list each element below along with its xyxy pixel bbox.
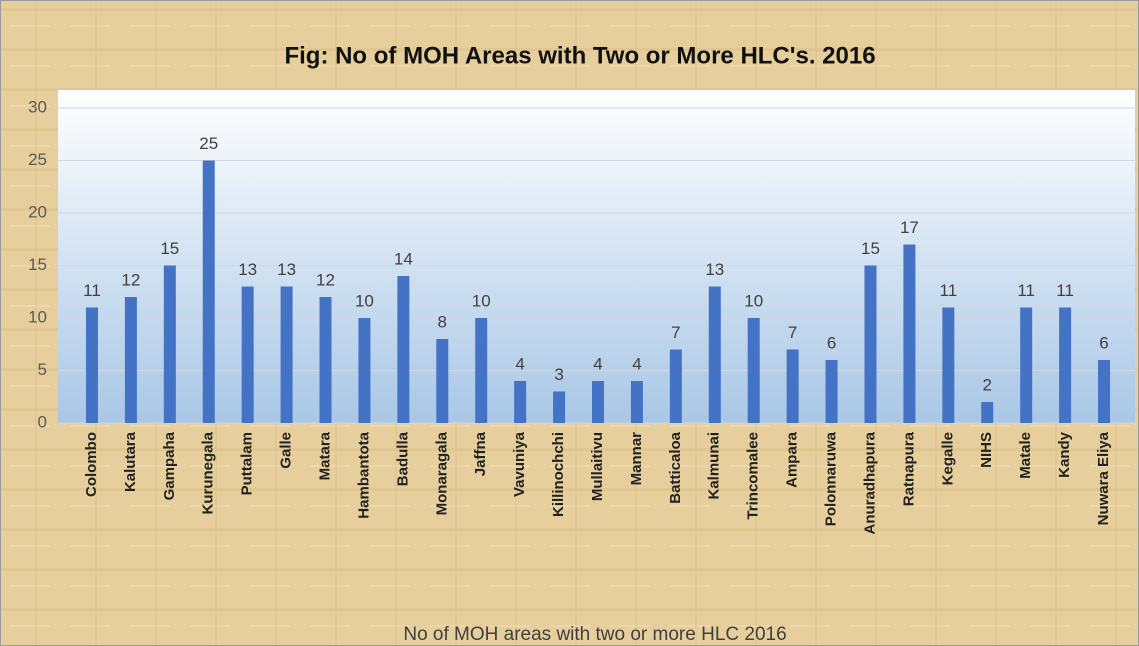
data-label: 11 (83, 281, 101, 300)
x-tick-label: Nuwara Eliya (1095, 431, 1112, 525)
x-tick-label: NIHS (978, 432, 995, 468)
data-label: 8 (438, 312, 447, 331)
y-tick-label: 15 (28, 255, 47, 274)
bar (786, 349, 799, 423)
x-tick-label: Kurunegala (200, 431, 217, 514)
data-label: 11 (940, 281, 958, 300)
x-tick-label: Mannar (628, 432, 645, 486)
data-label: 25 (199, 134, 218, 153)
x-tick-label: Jaffna (472, 431, 489, 476)
y-tick-label: 5 (38, 360, 47, 379)
x-axis-title: No of MOH areas with two or more HLC 201… (403, 624, 786, 645)
bar (942, 307, 955, 423)
data-label: 10 (472, 291, 491, 310)
bar (163, 265, 176, 423)
y-tick-label: 25 (28, 150, 47, 169)
x-tick-label: Ampara (784, 431, 801, 488)
x-tick-label: Hambantota (355, 431, 372, 518)
x-tick-label: Kalmunai (706, 432, 723, 500)
bar (475, 318, 488, 423)
x-tick-label: Gampaha (161, 431, 178, 500)
x-tick-label: Trincomalee (745, 432, 762, 520)
plot-area (58, 90, 1135, 423)
bar (864, 265, 877, 423)
bar (1020, 307, 1033, 423)
bar (85, 307, 98, 423)
x-tick-label: Mullaitivu (589, 432, 606, 501)
data-label: 7 (788, 323, 797, 342)
x-tick-label: Batticaloa (667, 431, 684, 503)
x-tick-label: Polonnaruwa (823, 431, 840, 526)
data-label: 11 (1017, 281, 1035, 300)
data-label: 13 (705, 260, 724, 279)
data-label: 12 (121, 270, 140, 289)
bar (319, 297, 332, 423)
y-tick-label: 0 (38, 412, 47, 431)
data-label: 15 (861, 239, 880, 258)
x-tick-label: Galle (278, 432, 295, 469)
data-label: 10 (355, 291, 374, 310)
x-tick-label: Vavuniya (511, 431, 528, 497)
bar (630, 381, 643, 423)
y-tick-label: 10 (28, 307, 47, 326)
bar (592, 381, 604, 423)
chart-title: Fig: No of MOH Areas with Two or More HL… (284, 42, 875, 69)
x-tick-label: Matara (316, 431, 333, 480)
bar (903, 244, 916, 423)
x-tick-label: Monaragala (433, 431, 450, 515)
x-tick-label: Badulla (394, 431, 411, 486)
data-label: 13 (238, 260, 257, 279)
bar (202, 160, 215, 423)
x-tick-label: Ratnapura (900, 431, 917, 506)
x-tick-label: Puttalam (239, 432, 256, 495)
x-tick-label: Killinochchi (550, 432, 567, 517)
bar (358, 318, 371, 423)
data-label: 11 (1056, 281, 1074, 300)
data-label: 15 (160, 239, 179, 258)
x-tick-label: Anuradhapura (861, 431, 878, 534)
bar (124, 297, 137, 423)
data-label: 4 (593, 354, 602, 373)
bar (241, 286, 254, 423)
data-label: 12 (316, 270, 335, 289)
bar (708, 286, 721, 423)
bar (280, 286, 293, 423)
bar (747, 318, 760, 423)
bar (825, 360, 838, 423)
data-label: 10 (744, 291, 763, 310)
x-tick-label: Colombo (83, 432, 100, 497)
x-tick-label: Kandy (1056, 431, 1073, 478)
bar (1059, 307, 1072, 423)
bar (1098, 360, 1111, 423)
x-tick-label: Matale (1017, 432, 1034, 479)
bar (397, 276, 410, 423)
data-label: 3 (554, 365, 563, 384)
bar (436, 339, 449, 423)
data-label: 7 (671, 323, 680, 342)
data-label: 4 (632, 354, 641, 373)
data-label: 2 (983, 375, 992, 394)
x-tick-label: Kegalle (939, 432, 956, 485)
bar (514, 381, 527, 423)
x-tick-label: Kalutara (122, 431, 139, 492)
bar (981, 402, 994, 423)
data-label: 13 (277, 260, 296, 279)
data-label: 14 (394, 249, 413, 268)
data-label: 17 (900, 218, 919, 237)
data-label: 4 (515, 354, 524, 373)
y-tick-label: 30 (28, 97, 47, 116)
bar (669, 349, 682, 423)
y-tick-label: 20 (28, 202, 47, 221)
bar (553, 391, 566, 423)
data-label: 6 (1099, 333, 1108, 352)
data-label: 6 (827, 333, 836, 352)
